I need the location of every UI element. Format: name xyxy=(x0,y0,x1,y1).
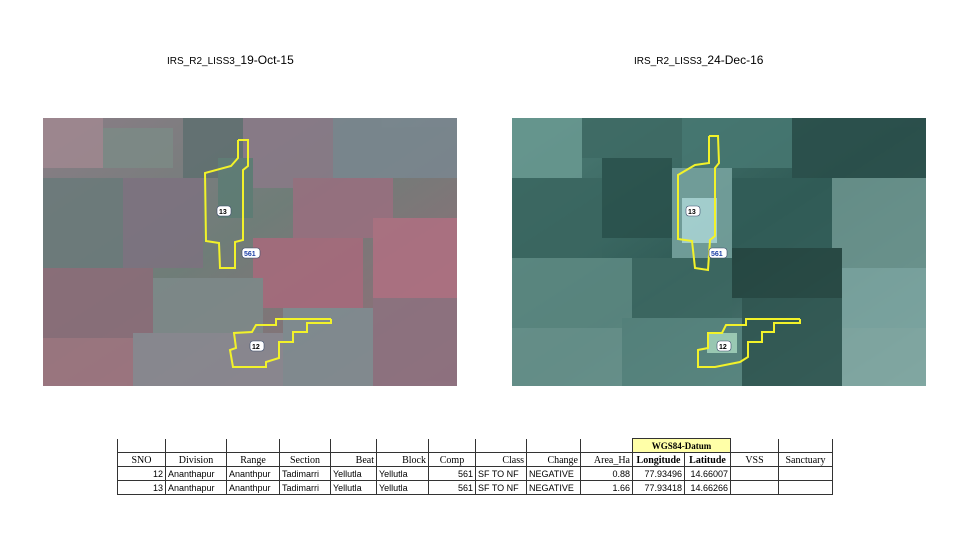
cell-block: Yellutla xyxy=(376,480,429,495)
cell-section: Tadimarri xyxy=(279,480,331,495)
header-change: Change xyxy=(526,452,581,467)
header-comp: Comp xyxy=(428,452,476,467)
header-division: Division xyxy=(165,452,227,467)
change-detection-table: WGS84-Datum SNO Division Range Section B… xyxy=(117,438,833,495)
cell-division: Ananthapur xyxy=(165,466,227,481)
cell-beat: Yellutla xyxy=(330,466,377,481)
right-satellite-svg: 13 561 12 xyxy=(512,118,926,386)
right-image-title-prefix: IRS_R2_LISS3_ xyxy=(634,56,708,67)
blank-cell xyxy=(730,438,779,453)
header-section: Section xyxy=(279,452,331,467)
right-polygon-12 xyxy=(697,318,801,368)
blank-cell xyxy=(165,438,227,453)
wgs-datum-header: WGS84-Datum xyxy=(632,438,731,453)
blank-cell xyxy=(475,438,527,453)
right-label-561-text: 561 xyxy=(711,251,723,258)
blank-cell xyxy=(376,438,429,453)
cell-range: Ananthpur xyxy=(226,480,280,495)
header-vss: VSS xyxy=(730,452,779,467)
right-satellite-image: 13 561 12 xyxy=(512,118,926,386)
right-label-561: 561 xyxy=(708,247,728,259)
cell-change: NEGATIVE xyxy=(526,480,581,495)
blank-cell xyxy=(526,438,581,453)
cell-area: 0.88 xyxy=(580,466,633,481)
header-longitude: Longitude xyxy=(632,452,685,467)
blank-cell xyxy=(428,438,476,453)
cell-vss xyxy=(730,480,779,495)
table-wgs-row: WGS84-Datum xyxy=(117,438,833,453)
right-image-title-date: 24-Dec-16 xyxy=(707,53,764,67)
cell-sanctuary xyxy=(778,480,833,495)
blank-cell xyxy=(226,438,280,453)
cell-division: Ananthapur xyxy=(165,480,227,495)
left-label-561: 561 xyxy=(241,247,261,259)
cell-vss xyxy=(730,466,779,481)
left-label-13: 13 xyxy=(216,205,232,217)
cell-comp: 561 xyxy=(428,480,476,495)
blank-cell xyxy=(330,438,377,453)
header-latitude: Latitude xyxy=(684,452,731,467)
left-label-12: 12 xyxy=(249,340,265,352)
cell-range: Ananthpur xyxy=(226,466,280,481)
cell-section: Tadimarri xyxy=(279,466,331,481)
left-texture-patches xyxy=(43,118,457,386)
cell-longitude: 77.93496 xyxy=(632,466,685,481)
cell-latitude: 14.66007 xyxy=(684,466,731,481)
cell-class: SF TO NF xyxy=(475,480,527,495)
table-header-row: SNO Division Range Section Beat Block Co… xyxy=(117,452,833,467)
cell-latitude: 14.66266 xyxy=(684,480,731,495)
table-row: 13 Ananthapur Ananthpur Tadimarri Yellut… xyxy=(117,480,833,495)
left-satellite-svg: 13 561 12 xyxy=(43,118,457,386)
right-image-title: IRS_R2_LISS3_24-Dec-16 xyxy=(634,53,763,67)
right-label-12: 12 xyxy=(716,340,732,352)
blank-cell xyxy=(778,438,833,453)
right-label-13: 13 xyxy=(685,205,701,217)
right-label-12-text: 12 xyxy=(719,344,727,351)
left-label-561-text: 561 xyxy=(244,251,256,258)
right-polygon-13 xyxy=(677,135,721,272)
left-polygon-13 xyxy=(203,139,249,269)
cell-change: NEGATIVE xyxy=(526,466,581,481)
cell-longitude: 77.93418 xyxy=(632,480,685,495)
cell-class: SF TO NF xyxy=(475,466,527,481)
left-label-13-text: 13 xyxy=(219,209,227,216)
cell-area: 1.66 xyxy=(580,480,633,495)
cell-sno: 12 xyxy=(117,466,166,481)
header-area: Area_Ha xyxy=(580,452,633,467)
table-row: 12 Ananthapur Ananthpur Tadimarri Yellut… xyxy=(117,466,833,481)
cell-sanctuary xyxy=(778,466,833,481)
header-beat: Beat xyxy=(330,452,377,467)
blank-cell xyxy=(279,438,331,453)
left-satellite-image: 13 561 12 xyxy=(43,118,457,386)
cell-beat: Yellutla xyxy=(330,480,377,495)
blank-cell xyxy=(580,438,633,453)
header-range: Range xyxy=(226,452,280,467)
left-label-12-text: 12 xyxy=(252,344,260,351)
blank-cell xyxy=(117,438,166,453)
left-image-title-prefix: IRS_R2_LISS3_ xyxy=(167,56,241,67)
cell-comp: 561 xyxy=(428,466,476,481)
right-label-13-text: 13 xyxy=(688,209,696,216)
left-image-title: IRS_R2_LISS3_19-Oct-15 xyxy=(167,53,294,67)
cell-block: Yellutla xyxy=(376,466,429,481)
left-polygon-12 xyxy=(228,318,332,368)
cell-sno: 13 xyxy=(117,480,166,495)
right-texture-patches xyxy=(512,118,926,386)
header-class: Class xyxy=(475,452,527,467)
header-block: Block xyxy=(376,452,429,467)
header-sanctuary: Sanctuary xyxy=(778,452,833,467)
header-sno: SNO xyxy=(117,452,166,467)
left-image-title-date: 19-Oct-15 xyxy=(240,53,294,67)
